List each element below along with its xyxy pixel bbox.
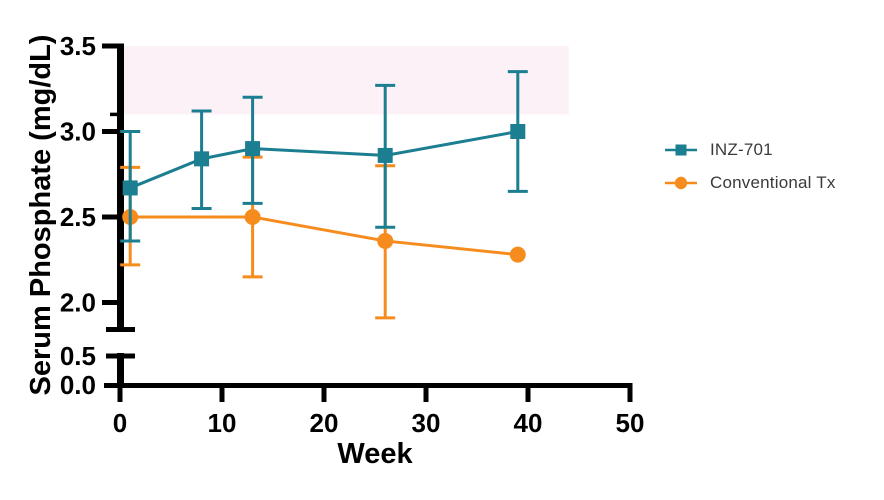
y-tick-label: 3.5	[60, 31, 96, 61]
x-tick-label: 50	[616, 408, 645, 438]
y-axis-title: Serum Phosphate (mg/dL)	[25, 35, 57, 396]
y-tick-label: 0.0	[60, 370, 96, 400]
x-tick-label: 40	[514, 408, 543, 438]
conventional-tx-legend-marker	[665, 176, 697, 189]
y-tick-label: 3.0	[60, 117, 96, 147]
marker-inz-701	[377, 147, 393, 163]
legend-label-inz-701: INZ-701	[710, 139, 773, 159]
inz-701-legend-square	[675, 144, 687, 155]
x-axis-title: Week	[337, 438, 413, 470]
marker-conventional-tx	[377, 232, 394, 249]
x-tick-label: 30	[412, 408, 441, 438]
y-tick-label: 2.5	[60, 202, 96, 232]
marker-inz-701	[122, 180, 138, 196]
legend-item-inz-701: INZ-701	[664, 139, 836, 160]
marker-inz-701	[194, 151, 210, 167]
series-line-inz-701	[129, 130, 519, 190]
x-tick-label: 20	[310, 408, 339, 438]
legend: INZ-701 Conventional Tx	[664, 139, 836, 193]
y-tick-label: 0.5	[60, 341, 96, 371]
x-tick-label: 0	[113, 408, 127, 438]
marker-conventional-tx	[244, 209, 261, 225]
conventional-tx-legend-circle	[674, 176, 688, 189]
legend-label-conventional-tx: Conventional Tx	[710, 172, 836, 192]
marker-inz-701	[510, 124, 526, 139]
x-tick-label: 10	[208, 408, 237, 438]
y-tick-label: 2.0	[60, 288, 96, 318]
legend-item-conventional-tx: Conventional Tx	[664, 172, 836, 193]
normal-range-band	[120, 46, 569, 115]
marker-conventional-tx	[509, 246, 526, 263]
inz-701-legend-marker	[665, 144, 697, 155]
series-line-conventional-tx	[130, 215, 518, 257]
marker-inz-701	[245, 141, 261, 157]
